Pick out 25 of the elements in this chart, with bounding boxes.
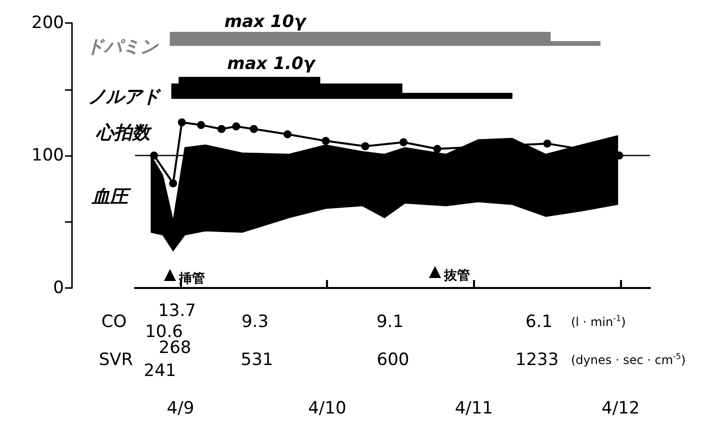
annotation: max 10γ: [224, 12, 308, 32]
x-tick-label: 4/11: [454, 398, 494, 418]
y-tick-label: 200: [32, 13, 64, 33]
x-tick-label: 4/9: [166, 398, 194, 418]
text: 268: [158, 338, 192, 358]
text: 9.3: [241, 312, 269, 332]
text: 600: [376, 350, 410, 370]
legend-label: ノルアド: [88, 86, 162, 108]
text: 1233: [515, 350, 559, 370]
legend-label: ドパミン: [86, 36, 159, 58]
legend-label: 血圧: [91, 186, 132, 208]
text: 241: [144, 361, 176, 381]
y-tick-label: 100: [32, 146, 64, 166]
text: 13.7: [158, 301, 196, 321]
text: SVR: [98, 350, 134, 370]
annotation: max 1.0γ: [227, 54, 316, 74]
y-tick-label: 0: [53, 278, 64, 298]
text: 531: [240, 350, 274, 370]
text: 6.1: [525, 312, 553, 332]
text: CO: [101, 312, 127, 332]
x-tick-label: 4/12: [602, 398, 640, 418]
series-label: 心拍数: [95, 122, 153, 144]
text: 9.1: [376, 312, 404, 332]
x-tick-label: 4/10: [308, 398, 346, 418]
annotation: 抜管: [443, 268, 470, 284]
